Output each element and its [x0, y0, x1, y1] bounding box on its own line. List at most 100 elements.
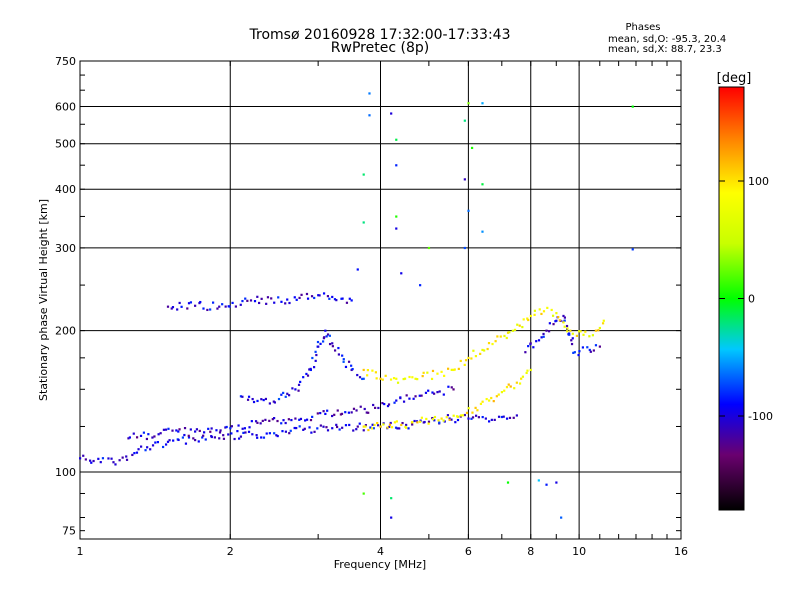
echo-point: [331, 342, 334, 345]
echo-point: [403, 377, 407, 380]
echo-point: [176, 308, 179, 311]
echo-point: [497, 415, 501, 418]
echo-point: [367, 428, 370, 432]
echo-point: [326, 409, 329, 412]
echo-point: [284, 302, 287, 305]
echo-point: [180, 305, 183, 308]
echo-point: [362, 221, 365, 224]
echo-point: [474, 406, 477, 409]
echo-point: [348, 297, 351, 300]
echo-point: [481, 102, 484, 105]
echo-point: [555, 319, 558, 322]
echo-point: [384, 374, 387, 377]
echo-point: [416, 421, 419, 424]
echo-point: [438, 390, 441, 393]
echo-point: [545, 483, 548, 486]
echo-point: [555, 312, 558, 315]
echo-point: [331, 414, 334, 418]
echo-point: [485, 397, 488, 401]
echo-point: [377, 406, 380, 410]
echo-point: [145, 437, 149, 441]
echo-point: [547, 330, 551, 333]
echo-point: [513, 387, 516, 390]
echo-point: [228, 305, 231, 308]
echo-point: [461, 414, 465, 417]
echo-point: [323, 336, 326, 339]
echo-point: [484, 417, 487, 420]
echo-point: [319, 411, 322, 415]
echo-point: [308, 426, 311, 429]
colorbar-unit: [deg]: [717, 71, 752, 86]
echo-point: [324, 329, 327, 332]
echo-point: [313, 296, 316, 300]
echo-point: [273, 301, 276, 304]
echo-point: [192, 437, 195, 440]
echo-point: [565, 324, 569, 328]
echo-point: [241, 427, 244, 430]
echo-point: [371, 369, 374, 372]
x-tick-label: 10: [572, 545, 586, 558]
echo-point: [218, 437, 221, 440]
echo-point: [112, 461, 115, 464]
echo-point: [456, 418, 460, 422]
echo-point: [345, 301, 349, 304]
echo-point: [463, 178, 466, 181]
echo-point: [149, 448, 152, 451]
echo-point: [562, 314, 565, 318]
echo-point: [127, 437, 130, 440]
echo-point: [488, 399, 491, 402]
echo-point: [490, 396, 493, 400]
echo-point: [319, 342, 322, 345]
echo-point: [125, 458, 129, 461]
echo-point: [446, 414, 450, 417]
echo-point: [344, 365, 348, 369]
echo-point: [424, 391, 428, 394]
echo-point: [490, 418, 493, 421]
echo-point: [631, 248, 634, 251]
echo-point: [467, 407, 470, 410]
echo-point: [233, 437, 236, 441]
echo-point: [297, 389, 300, 392]
echo-point: [286, 298, 289, 301]
y-axis-label: Stationary phase Virtual Height [km]: [37, 199, 50, 401]
echo-point: [252, 400, 256, 404]
echo-point: [440, 417, 443, 420]
echo-point: [481, 400, 484, 403]
echo-point: [237, 424, 240, 427]
echo-point: [392, 377, 396, 380]
echo-point: [337, 346, 340, 350]
echo-point: [518, 382, 522, 385]
echo-point: [387, 403, 391, 406]
echo-point: [314, 359, 317, 362]
echo-point: [540, 312, 543, 316]
trace-group: [362, 306, 605, 384]
echo-point: [316, 427, 319, 430]
echo-point: [221, 303, 224, 306]
echo-point: [241, 395, 244, 398]
echo-point: [317, 345, 320, 348]
echo-point: [395, 215, 398, 218]
echo-point: [92, 459, 95, 463]
echo-point: [500, 415, 504, 419]
echo-point: [341, 426, 344, 429]
echo-point: [340, 412, 344, 415]
echo-point: [563, 316, 566, 319]
echo-point: [520, 377, 523, 380]
echo-point: [359, 405, 362, 408]
grid-lines: [80, 61, 681, 539]
echo-point: [507, 383, 510, 386]
echo-point: [198, 429, 201, 433]
echo-point: [542, 332, 545, 336]
echo-point: [244, 431, 247, 434]
echo-point: [521, 325, 524, 329]
echo-point: [563, 325, 566, 328]
echo-point: [460, 414, 463, 417]
echo-point: [601, 322, 605, 325]
echo-point: [405, 423, 408, 427]
echo-point: [306, 374, 310, 377]
echo-point: [379, 425, 382, 428]
echo-point: [268, 419, 271, 422]
echo-point: [579, 330, 582, 333]
echo-point: [309, 418, 313, 422]
